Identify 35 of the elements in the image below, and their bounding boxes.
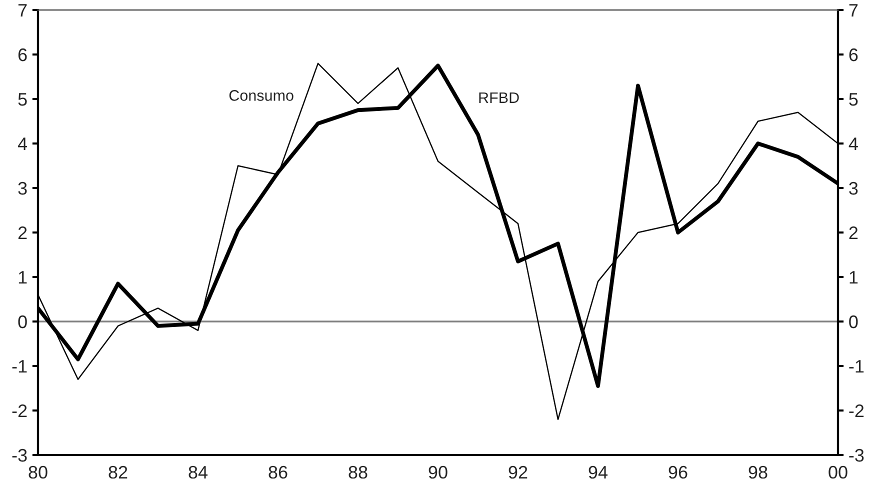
x-tick-label: 84 (188, 466, 208, 479)
x-tick-label: 94 (588, 466, 608, 479)
y-tick-label: 7 (18, 4, 27, 17)
y-tick-label: -2 (12, 404, 27, 418)
y2-tick-label: 5 (849, 93, 858, 106)
y2-tick-label: 4 (848, 138, 858, 150)
x-tick-label: 98 (748, 466, 768, 479)
x-tick-label: 80 (28, 466, 48, 479)
x-tick-label: 88 (348, 466, 368, 479)
x-tick-label: 86 (268, 466, 288, 479)
x-tick-label: 82 (108, 466, 128, 479)
x-tick-label: 92 (508, 466, 528, 479)
y-tick-label: 4 (18, 138, 28, 150)
y2-tick-label: -2 (849, 404, 864, 418)
y-tick-label: -3 (12, 448, 27, 462)
series-label: Consumo (229, 90, 294, 101)
y2-tick-label: 2 (849, 226, 858, 240)
y-tick-label: -1 (12, 360, 27, 373)
y-tick-label: 5 (18, 93, 27, 106)
y2-tick-label: 0 (849, 315, 858, 328)
y-tick-label: 3 (18, 182, 27, 195)
series-label: RFBD (479, 92, 519, 103)
y2-tick-label: 7 (849, 4, 858, 17)
y2-tick-label: 3 (849, 182, 858, 195)
y-tick-label: 1 (18, 271, 27, 284)
y2-tick-label: 6 (849, 48, 858, 62)
y-tick-label: 0 (18, 315, 27, 328)
y2-tick-label: -1 (849, 360, 864, 373)
y-tick-label: 6 (18, 48, 27, 62)
y2-tick-label: 1 (850, 271, 858, 284)
y2-tick-label: -3 (849, 448, 864, 462)
x-tick-label: 96 (668, 466, 688, 479)
x-tick-label: 90 (428, 466, 448, 479)
x-tick-label: 00 (828, 466, 848, 479)
y-tick-label: 2 (18, 226, 27, 240)
